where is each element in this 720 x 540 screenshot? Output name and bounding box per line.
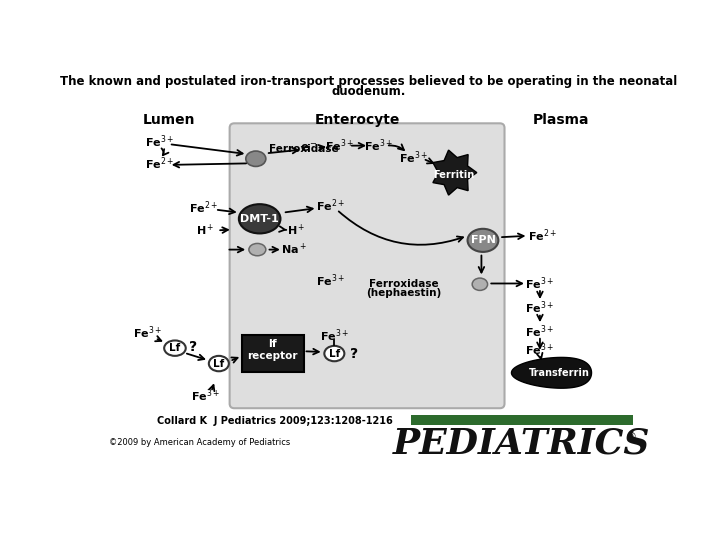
- Text: Ferritin: Ferritin: [433, 170, 474, 180]
- Text: ?: ?: [189, 340, 197, 354]
- Text: Ferroxidase: Ferroxidase: [269, 145, 338, 154]
- Text: Fe$^{2+}$: Fe$^{2+}$: [189, 200, 218, 217]
- Text: The known and postulated iron-transport processes believed to be operating in th: The known and postulated iron-transport …: [60, 75, 678, 88]
- Text: Fe$^{3+}$: Fe$^{3+}$: [191, 388, 220, 404]
- Text: H$^+$: H$^+$: [197, 222, 215, 238]
- Text: Lf: Lf: [329, 348, 340, 359]
- Ellipse shape: [164, 340, 186, 356]
- Ellipse shape: [249, 244, 266, 256]
- Text: Fe$^{3+}$: Fe$^{3+}$: [526, 323, 554, 340]
- Ellipse shape: [246, 151, 266, 166]
- Text: e$^-$: e$^-$: [300, 141, 318, 154]
- Text: PEDIATRICS: PEDIATRICS: [392, 427, 650, 461]
- Text: Ferroxidase: Ferroxidase: [369, 279, 438, 289]
- Text: duodenum.: duodenum.: [332, 85, 406, 98]
- Ellipse shape: [209, 356, 229, 372]
- Text: Collard K  J Pediatrics 2009;123:1208-1216: Collard K J Pediatrics 2009;123:1208-121…: [157, 416, 393, 426]
- Polygon shape: [433, 150, 477, 195]
- Text: Na$^+$: Na$^+$: [281, 242, 307, 257]
- Text: Fe$^{3+}$: Fe$^{3+}$: [320, 328, 349, 344]
- Text: ©2009 by American Academy of Pediatrics: ©2009 by American Academy of Pediatrics: [109, 437, 290, 447]
- Ellipse shape: [239, 204, 281, 233]
- Ellipse shape: [472, 278, 487, 291]
- Text: FPN: FPN: [471, 235, 495, 245]
- Text: lf: lf: [269, 339, 277, 349]
- Text: (hephaestin): (hephaestin): [366, 288, 441, 298]
- Text: Plasma: Plasma: [534, 113, 590, 127]
- Text: Enterocyte: Enterocyte: [315, 113, 400, 127]
- Text: Fe$^{3+}$: Fe$^{3+}$: [526, 341, 554, 358]
- Text: Lumen: Lumen: [143, 113, 195, 127]
- Polygon shape: [511, 357, 592, 388]
- Ellipse shape: [324, 346, 344, 361]
- Bar: [411, 415, 633, 425]
- Text: Fe$^{3+}$: Fe$^{3+}$: [316, 272, 345, 289]
- FancyBboxPatch shape: [242, 335, 304, 372]
- Text: Fe$^{2+}$: Fe$^{2+}$: [145, 155, 174, 172]
- Text: DMT-1: DMT-1: [240, 214, 279, 224]
- Text: Fe$^{2+}$: Fe$^{2+}$: [316, 198, 345, 214]
- Text: Fe$^{3+}$: Fe$^{3+}$: [526, 300, 554, 316]
- Text: ?: ?: [349, 347, 358, 361]
- Text: Fe$^{3+}$: Fe$^{3+}$: [132, 325, 162, 341]
- Ellipse shape: [467, 229, 498, 252]
- Text: Transferrin: Transferrin: [528, 368, 590, 378]
- Text: Lf: Lf: [169, 343, 181, 353]
- Text: Lf: Lf: [213, 359, 225, 369]
- FancyBboxPatch shape: [230, 123, 505, 408]
- Text: Fe$^{2+}$: Fe$^{2+}$: [528, 227, 557, 244]
- Text: H$^+$: H$^+$: [287, 222, 305, 238]
- Text: Fe$^{3+}$: Fe$^{3+}$: [325, 137, 354, 154]
- Text: receptor: receptor: [248, 351, 298, 361]
- Text: Fe$^{3+}$: Fe$^{3+}$: [364, 137, 393, 154]
- Text: Fe$^{3+}$: Fe$^{3+}$: [145, 133, 174, 150]
- Text: Fe$^{3+}$: Fe$^{3+}$: [399, 149, 428, 165]
- Text: ®: ®: [625, 433, 636, 442]
- Text: Fe$^{3+}$: Fe$^{3+}$: [526, 275, 554, 292]
